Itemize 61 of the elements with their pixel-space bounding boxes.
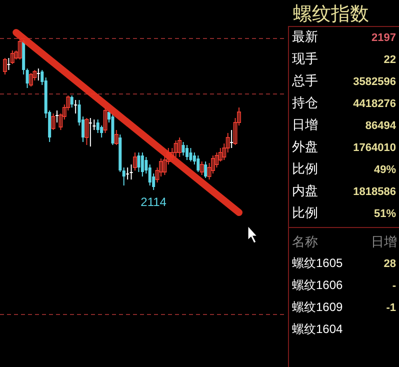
candlestick (200, 161, 204, 176)
category-label: 比例 (292, 205, 318, 220)
text: 2197 (372, 32, 396, 44)
text: 日增 (371, 234, 397, 249)
text: 1764010 (353, 142, 396, 154)
text: -1 (386, 302, 396, 314)
category-label: 持仓 (292, 95, 318, 110)
candlestick (10, 50, 14, 64)
candlestick (126, 167, 130, 180)
candlestick (140, 152, 144, 177)
candlestick (3, 58, 7, 75)
candlestick (174, 140, 178, 158)
category-label: 总手 (291, 73, 318, 88)
candlestick (96, 119, 100, 134)
candlestick (103, 107, 108, 134)
category-label: 螺纹1606 (292, 278, 344, 292)
candlestick (88, 118, 92, 147)
candlestick (230, 130, 234, 148)
candlestick (130, 164, 133, 180)
candlestick (189, 148, 192, 162)
category-label: 最新 (292, 29, 318, 44)
candlestick (26, 68, 29, 88)
candlestick (148, 164, 152, 186)
candlestick (186, 144, 188, 160)
candlestick (84, 118, 89, 146)
text: 51% (374, 208, 396, 220)
text: 螺纹指数 (293, 4, 369, 25)
category-label: 螺纹1604 (292, 322, 344, 336)
candlestick (133, 152, 137, 171)
category-label: 日增 (292, 117, 318, 132)
candlestick (74, 100, 78, 114)
category-label: 比例 (292, 161, 318, 176)
candlestick (204, 161, 208, 178)
category-label: 螺纹1609 (292, 300, 344, 314)
category-label: 外盘 (292, 139, 318, 154)
text: 22 (384, 54, 396, 66)
category-label: 内盘 (292, 183, 318, 198)
annotation: 2114 (140, 195, 167, 209)
text: 1818586 (353, 186, 396, 198)
candlestick (7, 58, 10, 70)
candlestick (70, 95, 74, 108)
text: 86494 (365, 120, 396, 132)
candlestick (122, 167, 126, 186)
text: 3582596 (353, 76, 396, 88)
candlestick (56, 110, 58, 123)
candlestick (36, 68, 40, 81)
candlestick (51, 113, 56, 130)
candlestick (182, 142, 185, 156)
candlestick (29, 72, 33, 87)
text: 名称 (292, 234, 318, 249)
text: 4418276 (353, 98, 396, 110)
candlestick (114, 130, 118, 146)
text: 49% (374, 164, 396, 176)
candlestick (196, 155, 200, 172)
text: - (392, 280, 396, 292)
category-label: 螺纹1605 (292, 256, 344, 270)
text: 28 (384, 258, 396, 270)
candlestick (18, 40, 22, 60)
candlestick (178, 137, 182, 158)
candlestick (137, 152, 140, 172)
category-label: 现手 (292, 51, 318, 66)
